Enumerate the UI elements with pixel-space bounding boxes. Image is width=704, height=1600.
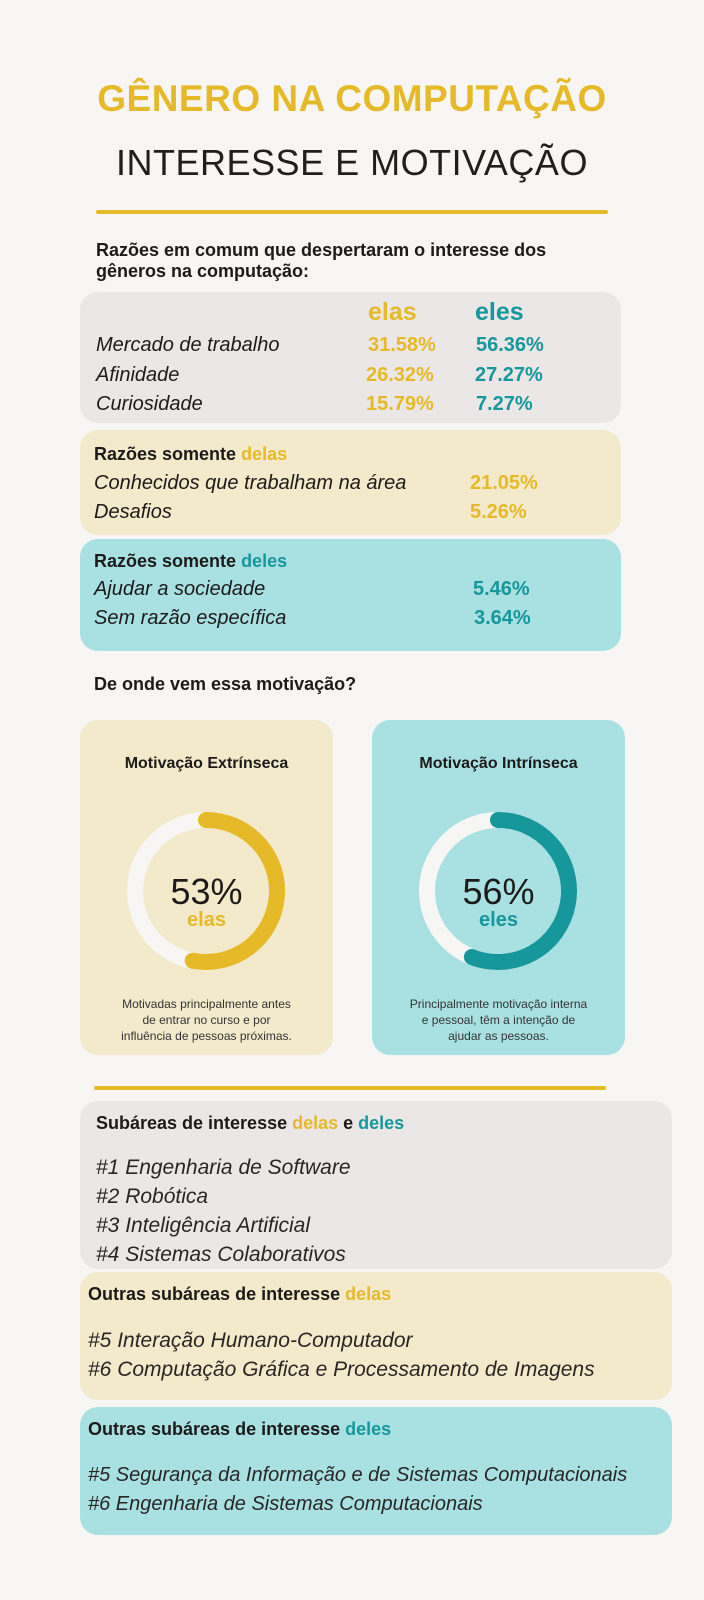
extrinsic-ring-arc — [184, 812, 286, 970]
column-header-eles: eles — [475, 298, 524, 326]
reason-value-elas: 15.79% — [366, 393, 434, 415]
subarea-item: #6 Computação Gráfica e Processamento de… — [88, 1358, 595, 1381]
reason-value-eles: 7.27% — [476, 393, 533, 415]
extrinsic-caption-line3: influência de pessoas próximas. — [121, 1029, 292, 1043]
extrinsic-percent: 53% — [170, 871, 243, 912]
intrinsic-ring — [419, 812, 577, 970]
intrinsic-ring-arc — [463, 812, 577, 970]
subareas-eles-panel: Outras subáreas de interesse deles #5 Se… — [80, 1407, 672, 1535]
subareas-elas-title: Outras subáreas de interesse delas — [88, 1284, 391, 1305]
intrinsic-caption: Principalmente motivação interna e pesso… — [372, 996, 625, 1044]
reason-value-elas: 26.32% — [366, 364, 434, 386]
common-reasons-panel: elas eles Mercado de trabalho 31.58% 56.… — [80, 292, 621, 423]
reason-label: Curiosidade — [96, 393, 203, 415]
intrinsic-caption-line2: e pessoal, têm a intenção de — [421, 1013, 576, 1027]
reason-value-eles: 56.36% — [476, 334, 544, 356]
only-elas-title-prefix: Razões somente — [94, 444, 242, 464]
only-elas-panel: Razões somente delas Conhecidos que trab… — [80, 430, 621, 535]
reason-label: Desafios — [94, 501, 172, 523]
subareas-common-title-and: e — [338, 1113, 359, 1133]
column-header-elas: elas — [368, 298, 417, 326]
page-subtitle: INTERESSE E MOTIVAÇÃO — [116, 142, 588, 183]
intrinsic-card: Motivação Intrínseca 56% eles Principalm… — [372, 720, 625, 1055]
subarea-item: #3 Inteligência Artificial — [96, 1214, 310, 1237]
subareas-eles-title-highlight: deles — [345, 1419, 392, 1439]
common-reasons-heading: Razões em comum que despertaram o intere… — [96, 240, 616, 282]
subareas-elas-title-highlight: delas — [345, 1284, 392, 1304]
only-eles-title-prefix: Razões somente — [94, 551, 242, 571]
divider-middle — [94, 1086, 606, 1090]
reason-value-elas: 31.58% — [368, 334, 436, 356]
only-eles-title: Razões somente deles — [94, 551, 287, 572]
reason-value-elas: 21.05% — [470, 472, 538, 494]
subareas-eles-title-prefix: Outras subáreas de interesse — [88, 1419, 346, 1439]
extrinsic-caption: Motivadas principalmente antes de entrar… — [80, 996, 333, 1044]
subareas-common-title: Subáreas de interesse delas e deles — [96, 1113, 404, 1134]
intrinsic-percent: 56% — [462, 871, 535, 912]
subareas-elas-panel: Outras subáreas de interesse delas #5 In… — [80, 1272, 672, 1400]
only-elas-title: Razões somente delas — [94, 444, 287, 465]
reason-label: Conhecidos que trabalham na área — [94, 472, 407, 494]
extrinsic-caption-line1: Motivadas principalmente antes — [122, 997, 291, 1011]
subareas-common-panel: Subáreas de interesse delas e deles #1 E… — [80, 1101, 672, 1269]
reason-value-eles: 27.27% — [475, 364, 543, 386]
subareas-elas-title-prefix: Outras subáreas de interesse — [88, 1284, 346, 1304]
reason-value-eles: 5.46% — [473, 578, 530, 600]
only-eles-panel: Razões somente deles Ajudar a sociedade … — [80, 539, 621, 651]
extrinsic-card: Motivação Extrínseca 53% elas Motivadas … — [80, 720, 333, 1055]
intrinsic-group: eles — [479, 909, 518, 931]
intrinsic-title: Motivação Intrínseca — [419, 755, 578, 772]
subarea-item: #4 Sistemas Colaborativos — [96, 1243, 346, 1266]
extrinsic-group: elas — [187, 909, 226, 931]
common-reasons-heading-line2: gêneros na computação: — [96, 261, 310, 281]
extrinsic-title: Motivação Extrínseca — [124, 755, 289, 772]
reason-value-elas: 5.26% — [470, 501, 527, 523]
intrinsic-caption-line1: Principalmente motivação interna — [409, 997, 588, 1011]
subarea-item: #6 Engenharia de Sistemas Computacionais — [88, 1493, 483, 1515]
reason-label: Afinidade — [96, 364, 180, 386]
subarea-item: #5 Segurança da Informação e de Sistemas… — [88, 1464, 628, 1486]
subarea-item: #2 Robótica — [96, 1185, 209, 1208]
subareas-common-title-elas: delas — [292, 1113, 339, 1133]
divider-top — [96, 210, 608, 214]
subareas-common-title-prefix: Subáreas de interesse — [96, 1113, 293, 1133]
subareas-common-title-eles: deles — [358, 1113, 405, 1133]
page-title: GÊNERO NA COMPUTAÇÃO — [97, 78, 607, 119]
motivation-question: De onde vem essa motivação? — [94, 674, 357, 694]
subareas-eles-title: Outras subáreas de interesse deles — [88, 1419, 391, 1440]
reason-label: Sem razão específica — [94, 607, 287, 629]
extrinsic-caption-line2: de entrar no curso e por — [142, 1013, 271, 1027]
only-elas-title-highlight: delas — [241, 444, 288, 464]
subarea-item: #1 Engenharia de Software — [96, 1156, 351, 1179]
common-reasons-heading-line1: Razões em comum que despertaram o intere… — [96, 240, 547, 260]
reason-label: Mercado de trabalho — [96, 334, 280, 356]
reason-value-eles: 3.64% — [474, 607, 531, 629]
extrinsic-ring — [127, 812, 286, 970]
reason-label: Ajudar a sociedade — [94, 578, 266, 600]
subarea-item: #5 Interação Humano-Computador — [88, 1329, 413, 1352]
intrinsic-caption-line3: ajudar as pessoas. — [448, 1029, 549, 1043]
only-eles-title-highlight: deles — [241, 551, 288, 571]
